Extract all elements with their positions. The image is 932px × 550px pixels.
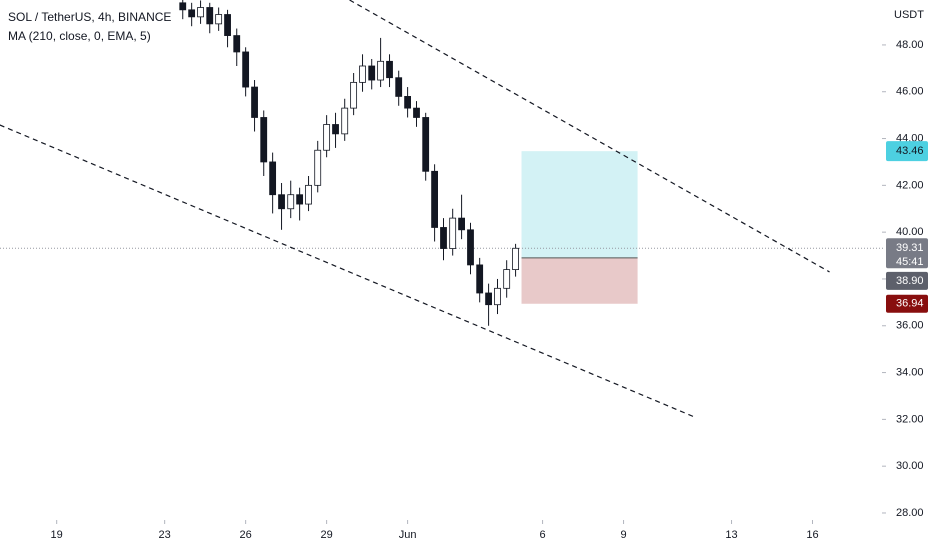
candle-body (188, 9, 196, 18)
candle-body (287, 194, 295, 210)
candle-body (503, 269, 511, 289)
profit-zone (521, 151, 638, 258)
y-tick-label: 28.00 (896, 507, 924, 519)
x-tick-label: 26 (240, 529, 252, 541)
price-badge-label: 38.90 (896, 275, 924, 287)
candle-body (341, 107, 349, 135)
candle-body (458, 217, 465, 231)
x-tick-label: 13 (725, 529, 737, 541)
x-tick-label: 19 (51, 529, 63, 541)
candle-body (260, 117, 268, 163)
y-tick-label: 30.00 (896, 460, 924, 472)
y-tick-label: 36.00 (896, 320, 924, 332)
candle-body (197, 7, 204, 18)
candle-body (377, 60, 385, 81)
y-tick-label: 48.00 (896, 39, 924, 51)
y-tick-label: 32.00 (896, 413, 924, 425)
price-badge (886, 294, 928, 313)
price-badge (886, 238, 928, 269)
candle-body (332, 124, 339, 135)
candle-body (350, 81, 358, 109)
price-badge-label: 43.46 (896, 145, 924, 157)
candle-body (413, 107, 420, 118)
loss-zone (521, 257, 638, 304)
y-tick-label: 46.00 (896, 86, 924, 98)
plot-area (0, 0, 884, 418)
candle-body (404, 96, 412, 109)
price-badge-label: 36.94 (896, 298, 924, 310)
price-badge-label: 39.31 (896, 242, 924, 254)
x-tick-label: 9 (620, 529, 626, 541)
candle-body (359, 65, 366, 83)
candle-body (467, 229, 474, 266)
candle-body (440, 227, 447, 249)
x-tick-label: Jun (399, 529, 417, 541)
currency-label: USDT (894, 9, 924, 21)
candle-body (323, 124, 331, 151)
chart-title: SOL / TetherUS, 4h, BINANCE (8, 10, 171, 24)
y-tick-label: 40.00 (896, 226, 924, 238)
candle-body (206, 7, 214, 25)
candle-body (242, 51, 250, 88)
price-badge (886, 141, 928, 162)
candle-body (179, 2, 187, 11)
candle-body (314, 149, 322, 186)
candle-body (215, 14, 223, 25)
indicator-label: MA (210, close, 0, EMA, 5) (8, 29, 151, 43)
candle-body (233, 35, 241, 53)
x-tick-label: 29 (321, 529, 333, 541)
candle-body (431, 170, 439, 228)
candle-body (395, 77, 403, 97)
x-tick-label: 16 (806, 529, 818, 541)
price-badge (886, 271, 928, 290)
y-tick-label: 34.00 (896, 366, 924, 378)
candle-body (269, 161, 277, 196)
candle-body (368, 65, 376, 81)
trend-line (349, 0, 830, 273)
candle-body (278, 194, 285, 210)
candle-body (494, 287, 501, 306)
x-tick-label: 23 (159, 529, 171, 541)
candle-body (422, 117, 430, 172)
x-tick-label: 6 (540, 529, 546, 541)
candle-body (386, 60, 393, 79)
candle-body (476, 264, 484, 294)
candle-body (224, 14, 231, 36)
candle-body (305, 184, 312, 205)
candle-body (296, 194, 304, 205)
candle-body (512, 247, 519, 270)
countdown-label: 45:41 (896, 256, 924, 268)
candle-body (485, 292, 492, 306)
candle-body (449, 217, 457, 249)
y-tick-label: 42.00 (896, 179, 924, 191)
candle-body (251, 86, 258, 118)
